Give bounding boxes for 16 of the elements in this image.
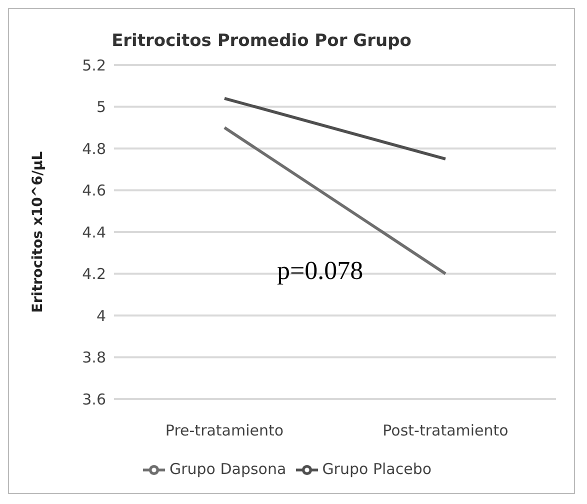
x-tick-label: Post-tratamiento bbox=[382, 422, 508, 440]
y-tick-label: 4.4 bbox=[82, 223, 106, 242]
y-tick-label: 3.8 bbox=[82, 348, 106, 367]
y-tick-label: 3.6 bbox=[82, 390, 106, 408]
chart-title: Eritrocitos Promedio Por Grupo bbox=[110, 31, 412, 51]
y-tick-label: 4.8 bbox=[82, 140, 106, 158]
x-tick-label: Pre-tratamiento bbox=[165, 422, 284, 440]
y-tick-label: 4.2 bbox=[82, 265, 106, 284]
y-tick-label: 4 bbox=[96, 306, 106, 325]
annotation: p=0.078 bbox=[277, 256, 364, 286]
y-tick-label: 5.2 bbox=[82, 56, 106, 74]
y-axis-title: Eritrocitos x10^6/µL bbox=[30, 151, 46, 313]
y-tick-label: 4.6 bbox=[82, 182, 106, 200]
legend-label: Grupo Dapsona bbox=[169, 460, 286, 478]
legend-label: Grupo Placebo bbox=[322, 460, 432, 478]
y-tick-label: 5 bbox=[96, 98, 106, 116]
